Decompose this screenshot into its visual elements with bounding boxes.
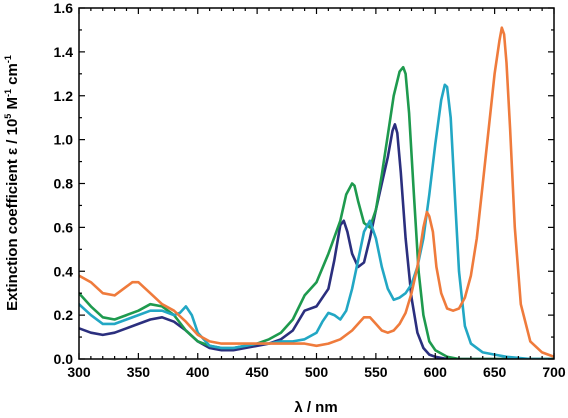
spectrum-line-2 [79,65,554,359]
x-tick-label: 400 [186,364,210,380]
y-axis-label-exp3: -1 [3,55,13,63]
y-tick-label: 1.4 [54,44,74,60]
y-tick-label: 1.6 [54,0,74,16]
y-tick-label: 0.2 [54,307,74,323]
x-tick-label: 650 [483,364,507,380]
x-axis-ticks [78,8,555,359]
y-tick-label: 0.6 [54,219,74,235]
x-axis-label: λ / nm [294,399,337,416]
x-tick-label: 350 [127,364,151,380]
y-axis-label-unit-end: cm [4,63,21,89]
y-tick-label: 0.4 [54,263,74,279]
y-axis-label-exp1: 5 [3,114,13,119]
y-tick-label: 0.8 [54,176,74,192]
spectrum-line-1 [79,123,554,359]
y-axis-label: Extinction coefficient ε / 105 M-1 cm-1 [3,55,21,311]
spectrum-line-4 [79,26,554,359]
x-tick-label: 600 [424,364,448,380]
x-tick-label: 550 [364,364,388,380]
spectrum-line-3 [79,83,554,359]
x-tick-label: 700 [542,364,566,380]
y-axis-label-unit-mid: M [4,97,21,114]
y-tick-label: 1.2 [54,88,74,104]
x-tick-label: 500 [305,364,329,380]
y-axis-ticks [79,7,554,360]
x-tick-label: 450 [245,364,269,380]
series-layer [79,26,554,359]
y-tick-label: 0.0 [54,351,74,367]
y-axis-label-main: Extinction coefficient ε / 10 [4,119,21,311]
y-axis-label-exp2: -1 [3,89,13,97]
x-tick-label: 300 [67,364,91,380]
y-tick-label: 1.0 [54,132,74,148]
y-axis-tick-labels: 0.0 0.2 0.4 0.6 0.8 1.0 1.2 1.4 1.6 [54,0,74,367]
x-axis-tick-labels: 300 350 400 450 500 550 600 650 700 [67,364,566,380]
